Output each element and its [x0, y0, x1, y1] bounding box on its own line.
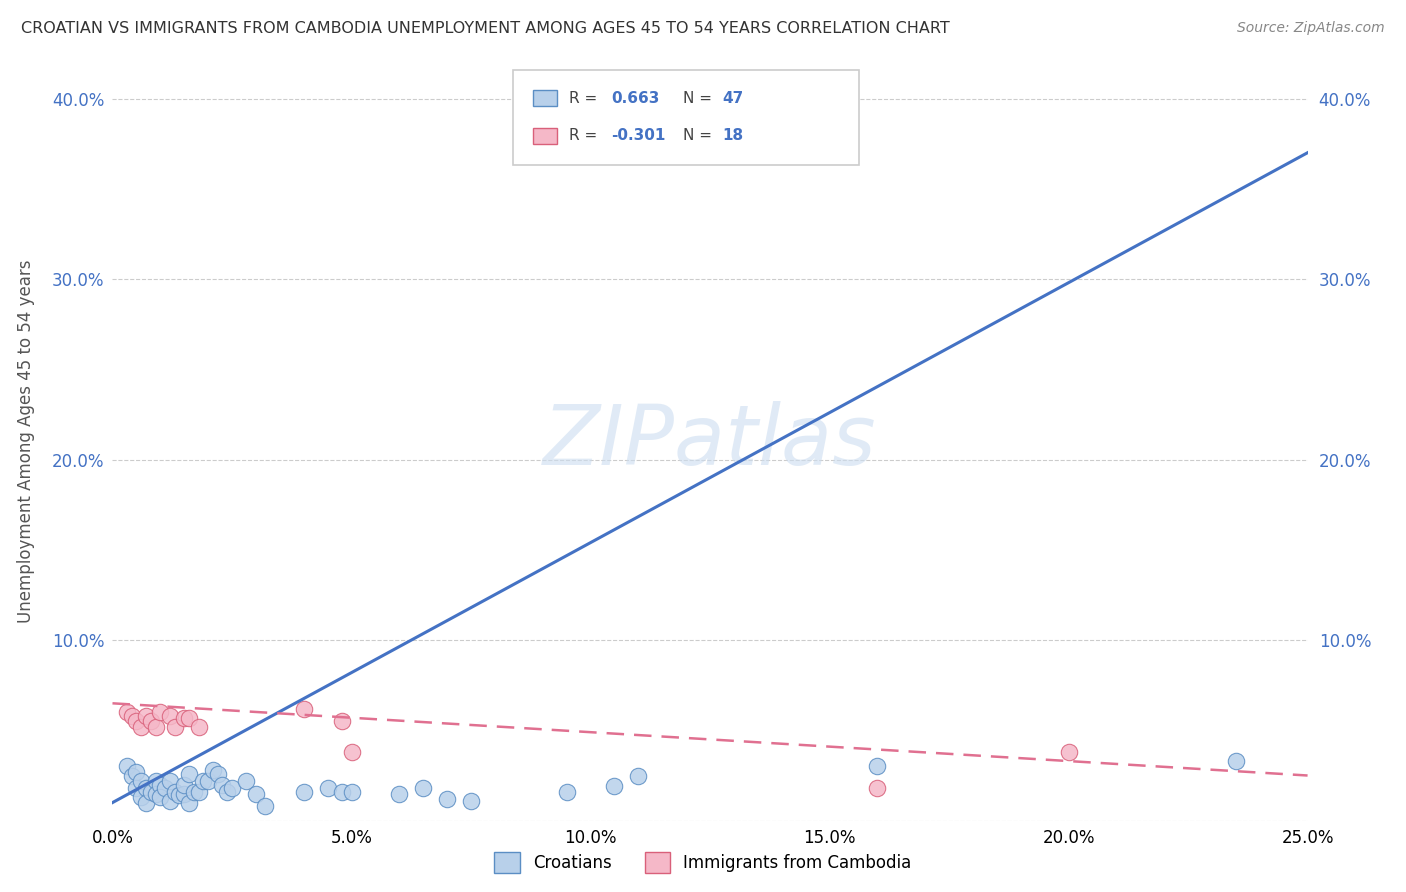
Point	[135, 781, 157, 796]
Point	[145, 787, 167, 801]
FancyBboxPatch shape	[513, 70, 859, 165]
Point	[149, 706, 172, 720]
Point	[555, 785, 578, 799]
Y-axis label: Unemployment Among Ages 45 to 54 years: Unemployment Among Ages 45 to 54 years	[17, 260, 35, 624]
Point	[201, 763, 224, 777]
Point	[159, 709, 181, 723]
Point	[135, 709, 157, 723]
Point	[125, 714, 148, 729]
FancyBboxPatch shape	[533, 90, 557, 105]
Point	[1057, 745, 1080, 759]
Point	[235, 773, 257, 788]
Point	[211, 778, 233, 792]
Point	[159, 794, 181, 808]
Point	[221, 781, 243, 796]
Point	[159, 773, 181, 788]
Point	[125, 764, 148, 779]
Point	[177, 796, 200, 810]
Point	[316, 781, 339, 796]
Text: N =: N =	[682, 128, 717, 144]
Point	[187, 720, 209, 734]
Point	[340, 745, 363, 759]
Point	[254, 799, 277, 814]
Point	[145, 720, 167, 734]
Point	[173, 711, 195, 725]
Point	[245, 787, 267, 801]
Point	[173, 787, 195, 801]
Point	[129, 773, 152, 788]
Point	[121, 768, 143, 782]
Text: ZIPatlas: ZIPatlas	[543, 401, 877, 482]
Point	[153, 781, 176, 796]
Point	[145, 773, 167, 788]
Text: CROATIAN VS IMMIGRANTS FROM CAMBODIA UNEMPLOYMENT AMONG AGES 45 TO 54 YEARS CORR: CROATIAN VS IMMIGRANTS FROM CAMBODIA UNE…	[21, 21, 950, 36]
FancyBboxPatch shape	[533, 128, 557, 144]
Point	[627, 768, 650, 782]
Point	[866, 759, 889, 773]
Point	[173, 778, 195, 792]
Text: Source: ZipAtlas.com: Source: ZipAtlas.com	[1237, 21, 1385, 35]
Point	[603, 780, 626, 794]
Point	[460, 794, 482, 808]
Legend: Croatians, Immigrants from Cambodia: Croatians, Immigrants from Cambodia	[488, 846, 918, 880]
Point	[330, 785, 353, 799]
Point	[125, 781, 148, 796]
Point	[115, 759, 138, 773]
Point	[340, 785, 363, 799]
Text: 47: 47	[723, 91, 744, 105]
Point	[330, 714, 353, 729]
Point	[115, 706, 138, 720]
Point	[149, 778, 172, 792]
Point	[193, 773, 215, 788]
Point	[177, 766, 200, 780]
Point	[1225, 754, 1247, 768]
Point	[217, 785, 239, 799]
Text: -0.301: -0.301	[610, 128, 665, 144]
Point	[177, 711, 200, 725]
Point	[129, 790, 152, 805]
Point	[149, 790, 172, 805]
Point	[292, 785, 315, 799]
Point	[121, 709, 143, 723]
Text: N =: N =	[682, 91, 717, 105]
Point	[866, 781, 889, 796]
Text: R =: R =	[569, 128, 602, 144]
Point	[169, 789, 191, 803]
Point	[135, 796, 157, 810]
Point	[207, 766, 229, 780]
Point	[129, 720, 152, 734]
Point	[292, 702, 315, 716]
Point	[412, 781, 434, 796]
Point	[388, 787, 411, 801]
Point	[183, 785, 205, 799]
Point	[163, 785, 186, 799]
Point	[187, 785, 209, 799]
Point	[139, 714, 162, 729]
Point	[197, 773, 219, 788]
Point	[139, 785, 162, 799]
Point	[436, 792, 458, 806]
Text: 0.663: 0.663	[610, 91, 659, 105]
Text: R =: R =	[569, 91, 602, 105]
Text: 18: 18	[723, 128, 744, 144]
Point	[163, 720, 186, 734]
